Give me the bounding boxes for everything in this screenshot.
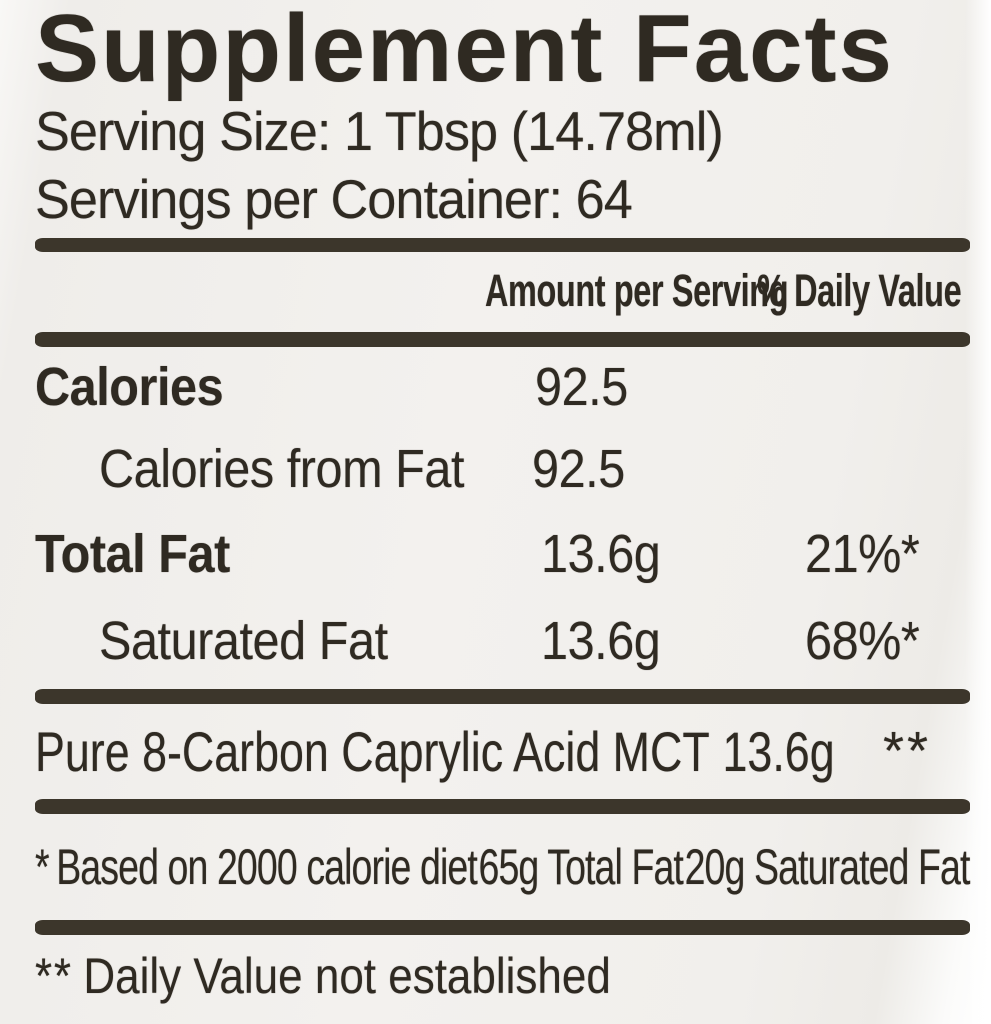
nutrient-daily-value: 21%	[805, 524, 901, 584]
nutrient-name: Calories from Fat	[99, 439, 465, 499]
daily-value-note-text: Daily Value not established	[83, 948, 611, 1004]
nutrient-name: Total Fat	[35, 524, 230, 584]
divider-ingredient	[35, 799, 970, 814]
nutrient-amount: 13.6g	[541, 611, 661, 671]
column-header-row: Amount per Serving % Daily Value	[35, 252, 970, 332]
nutrient-row-saturated-fat: Saturated Fat 13.6g 68%*	[35, 597, 970, 685]
servings-per-container-line: Servings per Container: 64	[35, 168, 970, 230]
nutrient-row-calories: Calories 92.5	[35, 347, 970, 427]
page-title: Supplement Facts	[35, 0, 894, 102]
footnote-segment: * Based on 2000 calorie diet	[35, 814, 478, 920]
footnote-marker: *	[900, 524, 920, 584]
column-header-amount: Amount per Serving	[485, 265, 789, 316]
footnote-marker: *	[35, 839, 50, 895]
footnote-marker: *	[900, 611, 920, 671]
divider-fats	[35, 689, 970, 704]
label-content: Supplement Facts Serving Size: 1 Tbsp (1…	[35, 0, 970, 1017]
daily-value-note: ** Daily Value not established	[35, 935, 970, 1017]
footnote-segment: 65g Total Fat	[478, 839, 684, 895]
footnote-marker: **	[35, 948, 73, 1004]
ingredient-amount: 13.6g	[722, 720, 835, 783]
ingredient-row: Pure 8-Carbon Caprylic Acid MCT 13.6g **	[35, 704, 970, 799]
column-header-daily-value: % Daily Value	[757, 265, 962, 316]
nutrient-row-calories-from-fat: Calories from Fat 92.5	[35, 427, 970, 512]
nutrient-row-total-fat: Total Fat 13.6g 21%*	[35, 512, 970, 597]
nutrient-daily-value: 68%	[805, 611, 901, 671]
divider-serving	[35, 238, 970, 252]
divider-footnote	[35, 920, 970, 935]
footnote-marker: **	[883, 721, 932, 781]
nutrient-name: Calories	[35, 357, 224, 417]
footnote-text: Based on 2000 calorie diet	[56, 839, 478, 895]
ingredient-name: Pure 8-Carbon Caprylic Acid MCT	[35, 720, 710, 783]
serving-size-text: Serving Size: 1 Tbsp (14.78ml)	[35, 100, 724, 162]
nutrient-amount: 13.6g	[541, 524, 661, 584]
nutrient-amount: 92.5	[532, 439, 625, 499]
footnote-segment: 20g Saturated Fat	[684, 839, 971, 895]
footnote-row: * Based on 2000 calorie diet 65g Total Fa…	[35, 814, 970, 920]
nutrient-name: Saturated Fat	[99, 611, 388, 671]
divider-header	[35, 332, 970, 347]
nutrient-amount: 92.5	[535, 357, 628, 417]
serving-size-line: Serving Size: 1 Tbsp (14.78ml)	[35, 100, 970, 162]
servings-per-container-text: Servings per Container: 64	[35, 168, 633, 230]
